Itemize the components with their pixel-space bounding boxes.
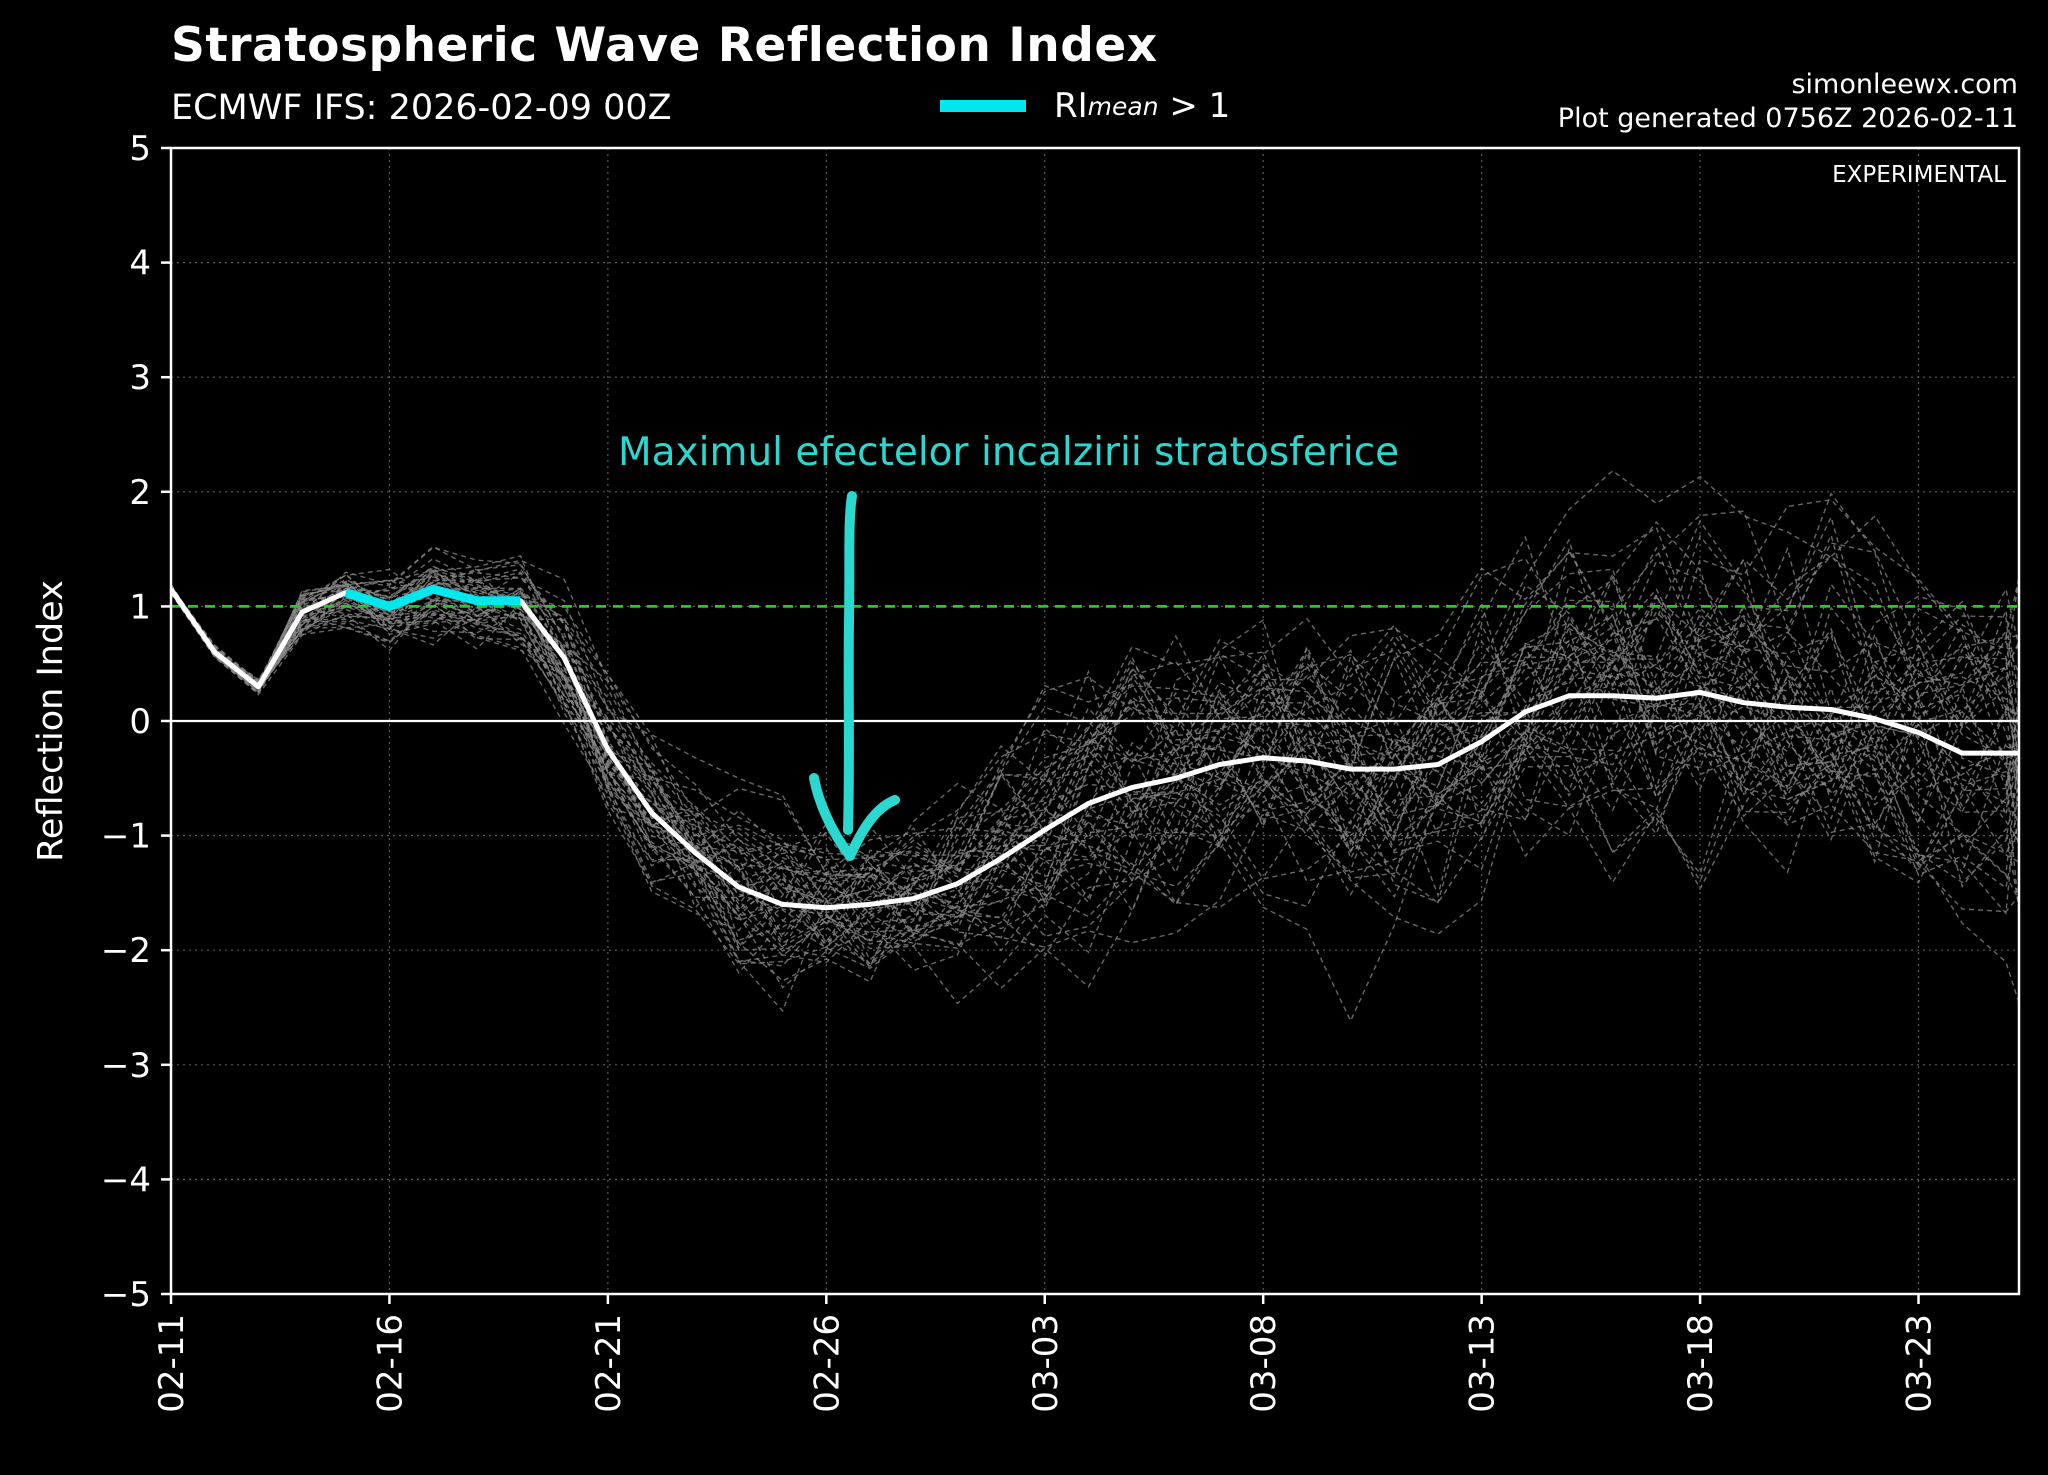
y-tick-label: −4 (101, 1160, 151, 1200)
x-tick-label: 02-16 (370, 1314, 410, 1413)
ensemble-member-line (171, 565, 2019, 948)
ensemble-member-line (171, 554, 2019, 912)
x-tick-label: 03-03 (1026, 1314, 1066, 1413)
x-tick-label: 03-18 (1681, 1314, 1721, 1413)
reference-lines (171, 605, 2019, 723)
ensemble-member-line (171, 581, 2019, 949)
legend-swatch (940, 100, 1026, 112)
axes: 5 4 3 2 1 0 −1 −2 −3 −4 −502-11 02-16 02-21 02-26 03-0… (101, 129, 1940, 1413)
annotation: Maximul efectelor incalzirii stratosferi… (618, 430, 1399, 861)
y-tick-label: −5 (101, 1275, 151, 1315)
credit-generated: Plot generated 0756Z 2026-02-11 (1557, 103, 2018, 134)
ensemble-member-line (171, 570, 2019, 936)
ensemble-member-line (171, 579, 2019, 909)
y-tick-label: 4 (129, 244, 151, 284)
ensemble-member-line (171, 546, 2019, 949)
chart-subtitle: ECMWF IFS: 2026-02-09 00Z (171, 88, 672, 128)
experimental-watermark: EXPERIMENTAL (1832, 162, 2006, 188)
legend-label: RI (1054, 86, 1088, 126)
ensemble-member-line (171, 547, 2019, 912)
x-tick-label: 03-13 (1463, 1314, 1503, 1413)
ensemble-member-line (171, 581, 2019, 943)
y-tick-label: 1 (129, 587, 151, 627)
ensemble-member-line (171, 569, 2019, 948)
mean-above-threshold-line (344, 584, 521, 611)
ensemble-member-line (171, 469, 2019, 946)
ensemble-member-line (171, 546, 2019, 972)
ensemble-member-line (171, 555, 2019, 970)
ensemble-member-line (171, 515, 2019, 915)
x-tick-label: 03-23 (1900, 1314, 1940, 1413)
y-tick-label: 2 (129, 473, 151, 513)
ensemble-member-line (171, 515, 2019, 1013)
legend: RI mean > 1 (940, 86, 1230, 126)
y-tick-label: −2 (101, 931, 151, 971)
ensemble-member-line (171, 580, 2019, 968)
ensemble-member-line (171, 588, 2019, 951)
y-tick-label: 3 (129, 358, 151, 398)
annotation-arrow-shaft (843, 491, 857, 835)
annotation-text: Maximul efectelor incalzirii stratosferi… (618, 430, 1399, 475)
ensemble-member-line (171, 587, 2019, 990)
ensemble-member-line (171, 498, 2019, 927)
legend-suffix: > 1 (1158, 86, 1231, 126)
ensemble-member-line (171, 568, 2019, 957)
ensemble-member-line (171, 578, 2019, 945)
ensemble-member-line (171, 574, 2019, 975)
credit-site: simonleewx.com (1791, 69, 2018, 100)
ensemble-member-line (171, 510, 2019, 943)
chart-title: Stratospheric Wave Reflection Index (171, 18, 1158, 73)
ensemble-member-line (171, 577, 2019, 1005)
ensemble-member-line (171, 568, 2019, 964)
ensemble-member-line (171, 535, 2019, 966)
legend-sub: mean (1087, 91, 1159, 121)
ensemble-member-line (171, 587, 2019, 885)
ensemble-lines (171, 469, 2019, 1023)
ensemble-member-line (171, 586, 2019, 942)
ensemble-member-line (171, 590, 2019, 934)
ensemble-member-line (171, 533, 2019, 983)
y-tick-label: 5 (129, 129, 151, 169)
ensemble-member-line (171, 546, 2019, 965)
y-tick-label: −3 (101, 1046, 151, 1086)
annotation-arrow-head (809, 773, 900, 861)
y-tick-label: −1 (101, 817, 151, 857)
x-tick-label: 02-26 (807, 1314, 847, 1413)
credit-block: simonleewx.com Plot generated 0756Z 2026… (1558, 68, 2018, 136)
x-tick-label: 02-11 (152, 1314, 192, 1413)
ensemble-member-line (171, 573, 2019, 965)
ensemble-member-line (171, 492, 2019, 930)
series-lines (171, 584, 2019, 911)
y-axis-label: Reflection Index (31, 580, 71, 862)
x-tick-label: 02-21 (589, 1314, 629, 1413)
y-tick-label: 0 (129, 702, 151, 742)
x-tick-label: 03-08 (1244, 1314, 1284, 1413)
ensemble-member-line (171, 578, 2019, 958)
